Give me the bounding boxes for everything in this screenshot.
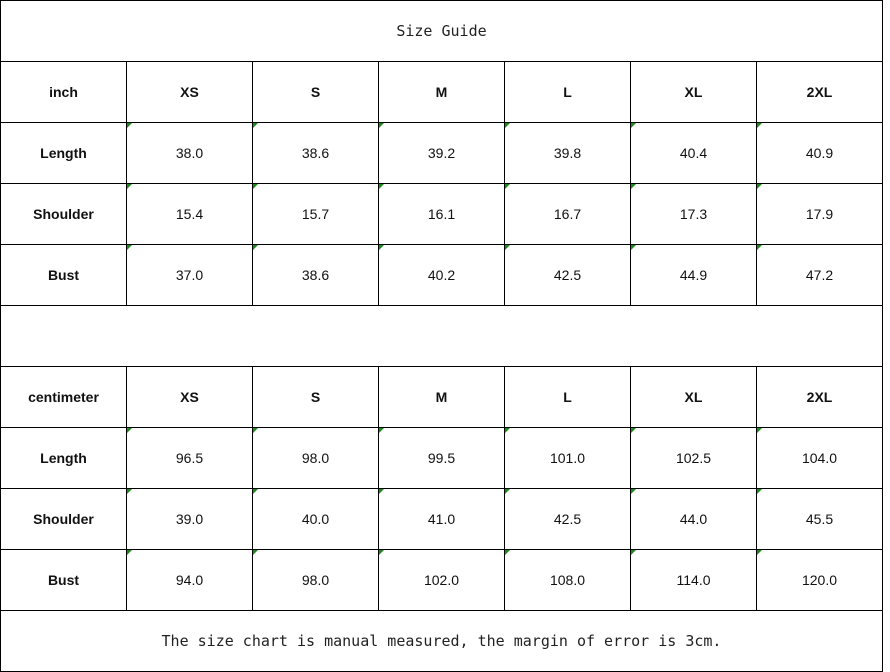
value-cell[interactable]: 99.5 (378, 427, 505, 489)
measure-row-length: Length 96.5 98.0 99.5 101.0 102.5 104.0 (0, 427, 883, 489)
measure-label[interactable]: Length (0, 427, 127, 489)
size-header-m[interactable]: M (378, 366, 505, 428)
size-header-s[interactable]: S (252, 61, 379, 123)
value-cell[interactable]: 40.9 (756, 122, 883, 184)
empty-cell[interactable] (0, 305, 883, 367)
value-cell[interactable]: 114.0 (630, 549, 757, 611)
unit-header[interactable]: centimeter (0, 366, 127, 428)
value-cell[interactable]: 39.2 (378, 122, 505, 184)
size-header-xl[interactable]: XL (630, 366, 757, 428)
value-cell[interactable]: 42.5 (504, 244, 631, 306)
measure-label[interactable]: Shoulder (0, 183, 127, 245)
value-cell[interactable]: 102.0 (378, 549, 505, 611)
value-cell[interactable]: 40.4 (630, 122, 757, 184)
size-header-s[interactable]: S (252, 366, 379, 428)
value-cell[interactable]: 94.0 (126, 549, 253, 611)
measure-label[interactable]: Shoulder (0, 488, 127, 550)
value-cell[interactable]: 120.0 (756, 549, 883, 611)
value-cell[interactable]: 38.6 (252, 122, 379, 184)
measure-row-shoulder: Shoulder 39.0 40.0 41.0 42.5 44.0 45.5 (0, 488, 883, 550)
value-cell[interactable]: 16.1 (378, 183, 505, 245)
value-cell[interactable]: 42.5 (504, 488, 631, 550)
measure-row-length: Length 38.0 38.6 39.2 39.8 40.4 40.9 (0, 122, 883, 184)
value-cell[interactable]: 108.0 (504, 549, 631, 611)
value-cell[interactable]: 16.7 (504, 183, 631, 245)
value-cell[interactable]: 104.0 (756, 427, 883, 489)
value-cell[interactable]: 39.8 (504, 122, 631, 184)
title-row: Size Guide (0, 0, 883, 62)
spacer-row (0, 305, 883, 367)
value-cell[interactable]: 38.6 (252, 244, 379, 306)
note-row: The size chart is manual measured, the m… (0, 610, 883, 672)
value-cell[interactable]: 40.2 (378, 244, 505, 306)
size-header-xs[interactable]: XS (126, 61, 253, 123)
measurement-note[interactable]: The size chart is manual measured, the m… (0, 610, 883, 672)
size-header-xl[interactable]: XL (630, 61, 757, 123)
unit-header[interactable]: inch (0, 61, 127, 123)
value-cell[interactable]: 40.0 (252, 488, 379, 550)
value-cell[interactable]: 38.0 (126, 122, 253, 184)
value-cell[interactable]: 98.0 (252, 427, 379, 489)
size-header-xs[interactable]: XS (126, 366, 253, 428)
value-cell[interactable]: 41.0 (378, 488, 505, 550)
value-cell[interactable]: 17.9 (756, 183, 883, 245)
value-cell[interactable]: 101.0 (504, 427, 631, 489)
size-header-l[interactable]: L (504, 366, 631, 428)
value-cell[interactable]: 98.0 (252, 549, 379, 611)
measure-label[interactable]: Bust (0, 549, 127, 611)
value-cell[interactable]: 47.2 (756, 244, 883, 306)
measure-row-bust: Bust 94.0 98.0 102.0 108.0 114.0 120.0 (0, 549, 883, 611)
value-cell[interactable]: 15.4 (126, 183, 253, 245)
size-header-l[interactable]: L (504, 61, 631, 123)
measure-label[interactable]: Length (0, 122, 127, 184)
header-row: centimeter XS S M L XL 2XL (0, 366, 883, 428)
value-cell[interactable]: 44.0 (630, 488, 757, 550)
size-header-2xl[interactable]: 2XL (756, 61, 883, 123)
value-cell[interactable]: 39.0 (126, 488, 253, 550)
value-cell[interactable]: 15.7 (252, 183, 379, 245)
measure-label[interactable]: Bust (0, 244, 127, 306)
value-cell[interactable]: 102.5 (630, 427, 757, 489)
sheet-title[interactable]: Size Guide (0, 0, 883, 62)
size-header-m[interactable]: M (378, 61, 505, 123)
value-cell[interactable]: 44.9 (630, 244, 757, 306)
value-cell[interactable]: 96.5 (126, 427, 253, 489)
value-cell[interactable]: 17.3 (630, 183, 757, 245)
measure-row-shoulder: Shoulder 15.4 15.7 16.1 16.7 17.3 17.9 (0, 183, 883, 245)
measure-row-bust: Bust 37.0 38.6 40.2 42.5 44.9 47.2 (0, 244, 883, 306)
value-cell[interactable]: 45.5 (756, 488, 883, 550)
header-row: inch XS S M L XL 2XL (0, 61, 883, 123)
size-header-2xl[interactable]: 2XL (756, 366, 883, 428)
value-cell[interactable]: 37.0 (126, 244, 253, 306)
